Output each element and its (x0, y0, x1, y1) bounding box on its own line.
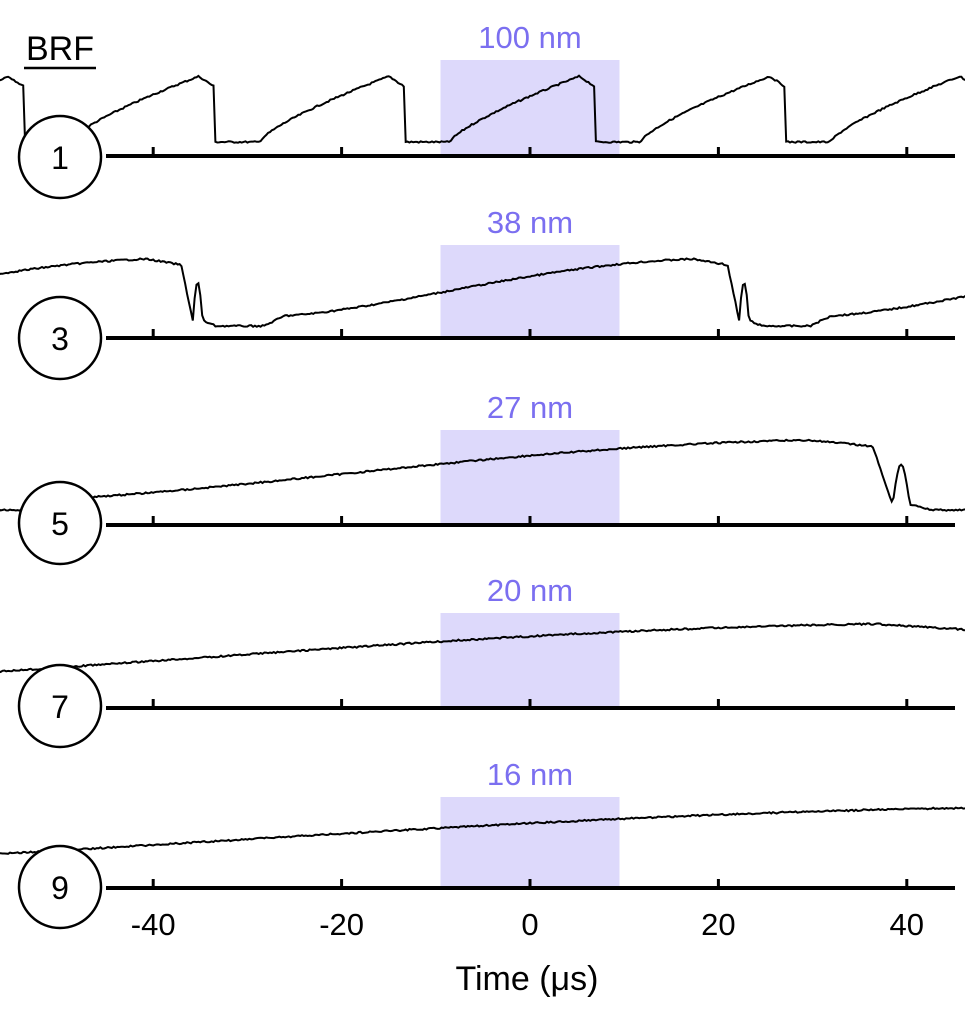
x-tick-label: 20 (701, 907, 735, 942)
highlight-window (440, 430, 620, 525)
highlight-window (440, 60, 620, 156)
window-label: 38 nm (487, 205, 573, 240)
panels: 100 nm 1 38 nm 3 27 nm 5 20 nm 7 16 nm 9 (0, 20, 965, 930)
order-badge (17, 295, 103, 381)
panel-1: 100 nm 1 (0, 20, 965, 200)
x-tick-label: 40 (890, 907, 924, 942)
window-label: 27 nm (487, 390, 573, 425)
order-label: 1 (51, 140, 69, 176)
trace-1 (0, 74, 965, 145)
panel-5: 27 nm 5 (0, 390, 965, 566)
highlight-window (440, 797, 620, 888)
chart-title: BRF (26, 30, 94, 68)
trace-5 (0, 438, 965, 512)
order-label: 9 (51, 870, 69, 906)
highlight-window (440, 613, 620, 708)
window-label: 16 nm (487, 757, 573, 792)
order-label: 5 (51, 506, 69, 542)
panel-9: 16 nm 9 (0, 757, 965, 930)
trace-3 (0, 257, 965, 329)
trace-7 (0, 622, 965, 674)
panel-7: 20 nm 7 (0, 573, 965, 749)
window-label: 100 nm (478, 20, 581, 55)
order-label: 3 (51, 321, 69, 357)
x-tick-label: -40 (131, 907, 176, 942)
order-badge (17, 663, 103, 749)
order-badge (17, 114, 103, 200)
panel-3: 38 nm 3 (0, 205, 965, 381)
x-tick-label: -20 (319, 907, 364, 942)
highlight-window (440, 245, 620, 338)
order-badge (17, 480, 103, 566)
order-label: 7 (51, 689, 69, 725)
order-badge (17, 844, 103, 930)
trace-9 (0, 806, 965, 855)
window-label: 20 nm (487, 573, 573, 608)
x-axis-tick-labels: -80-60-40-20020406080 (131, 907, 924, 942)
x-tick-label: 0 (521, 907, 538, 942)
x-axis-title: Time (μs) (456, 960, 599, 998)
